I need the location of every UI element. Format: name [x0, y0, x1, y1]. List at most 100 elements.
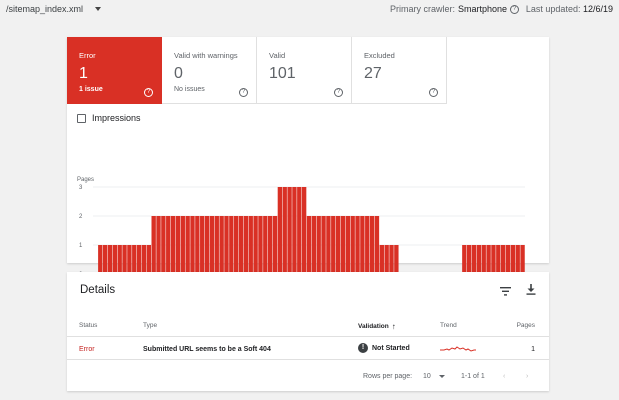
- bar: [292, 187, 297, 274]
- row-validation: ! Not Started: [358, 343, 410, 353]
- bar: [287, 187, 292, 274]
- y-tick-label: 3: [79, 185, 83, 191]
- rows-per-page-value: 10: [423, 373, 431, 380]
- help-icon[interactable]: ?: [144, 88, 153, 97]
- filter-icon[interactable]: [500, 283, 511, 301]
- bar: [224, 216, 229, 274]
- bar: [175, 216, 181, 274]
- bar: [355, 216, 360, 274]
- row-status: Error: [79, 346, 95, 353]
- bar: [486, 245, 491, 274]
- bar: [146, 245, 151, 274]
- bar: [297, 187, 302, 274]
- bar: [306, 216, 312, 274]
- coverage-card: Error 1 1 issue ? Valid with warnings 0 …: [67, 37, 549, 289]
- tile-label: Excluded: [364, 51, 395, 60]
- crawler-value: Smartphone: [457, 4, 507, 14]
- page-range: 1-1 of 1: [461, 373, 485, 380]
- bar: [107, 245, 113, 274]
- bar: [214, 216, 219, 274]
- tile-valid-with-warnings[interactable]: Valid with warnings 0 No issues ?: [162, 37, 257, 104]
- details-title: Details: [80, 284, 116, 296]
- bar: [136, 245, 142, 274]
- tile-excluded[interactable]: Excluded 27 ?: [352, 37, 447, 104]
- y-tick-label: 2: [79, 214, 83, 220]
- impressions-toggle[interactable]: Impressions: [77, 113, 141, 123]
- row-trend-sparkline: [440, 344, 476, 356]
- bar: [326, 216, 331, 274]
- primary-crawler: Primary crawler: Smartphone ?: [390, 4, 519, 14]
- help-icon[interactable]: ?: [239, 88, 248, 97]
- details-card: Details Status Type Validation ↑ Trend P…: [67, 272, 549, 391]
- bar: [272, 216, 278, 274]
- bar: [301, 187, 307, 274]
- rows-per-page-select[interactable]: 10: [423, 373, 445, 380]
- help-icon[interactable]: ?: [429, 88, 438, 97]
- arrow-up-icon: ↑: [391, 322, 396, 331]
- bar: [311, 216, 317, 274]
- bar: [263, 216, 268, 274]
- bar: [471, 245, 477, 274]
- bar: [462, 245, 467, 274]
- bar: [267, 216, 273, 274]
- bar: [345, 216, 351, 274]
- bar: [98, 245, 103, 274]
- bar: [238, 216, 244, 274]
- col-pages[interactable]: Pages: [516, 322, 535, 329]
- pages-bar-chart: Pages01239/9/199/20/1910/1/1910/12/1910/…: [77, 177, 533, 289]
- bar: [258, 216, 263, 274]
- chevron-down-icon: [95, 7, 102, 11]
- bar: [331, 216, 336, 274]
- tile-sub: 1 issue: [79, 86, 103, 93]
- bar: [234, 216, 239, 274]
- bar: [102, 245, 108, 274]
- bar: [369, 216, 375, 274]
- col-status[interactable]: Status: [79, 322, 98, 329]
- bar: [374, 216, 380, 274]
- sitemap-label: /sitemap_index.xml: [6, 4, 84, 14]
- bar: [505, 245, 511, 274]
- bar: [282, 187, 287, 274]
- bar: [335, 216, 341, 274]
- download-icon[interactable]: [526, 282, 536, 300]
- col-validation[interactable]: Validation ↑: [358, 322, 396, 331]
- bar: [117, 245, 122, 274]
- not-started-icon: !: [358, 343, 368, 353]
- updated-value: 12/6/19: [582, 4, 613, 14]
- bar: [112, 245, 118, 274]
- table-footer: Rows per page: 10 1-1 of 1 ‹ ›: [67, 368, 549, 386]
- col-type[interactable]: Type: [143, 322, 158, 329]
- tile-value: 1: [79, 65, 88, 82]
- status-tiles: Error 1 1 issue ? Valid with warnings 0 …: [67, 37, 447, 104]
- bar: [141, 245, 147, 274]
- tile-valid[interactable]: Valid 101 ?: [257, 37, 352, 104]
- row-pages: 1: [531, 346, 535, 353]
- bar: [151, 216, 156, 274]
- bar: [243, 216, 249, 274]
- col-validation-label: Validation: [358, 323, 389, 330]
- rows-per-page-label: Rows per page:: [363, 373, 413, 380]
- help-icon[interactable]: ?: [334, 88, 343, 97]
- bar: [156, 216, 161, 274]
- prev-page-icon[interactable]: ‹: [503, 373, 506, 380]
- sitemap-selector[interactable]: /sitemap_index.xml: [6, 4, 102, 14]
- bar: [219, 216, 224, 274]
- tile-error[interactable]: Error 1 1 issue ?: [67, 37, 162, 104]
- bar: [316, 216, 321, 274]
- col-trend: Trend: [440, 322, 457, 329]
- crawler-label: Primary crawler:: [389, 4, 455, 14]
- bar: [166, 216, 171, 274]
- row-validation-label: Not Started: [372, 344, 410, 352]
- impressions-checkbox[interactable]: [77, 113, 86, 123]
- bar: [248, 216, 253, 274]
- bar: [185, 216, 190, 274]
- bar: [253, 216, 258, 274]
- next-page-icon[interactable]: ›: [526, 373, 529, 380]
- bar: [379, 245, 384, 274]
- tile-value: 101: [269, 65, 296, 82]
- bar: [360, 216, 365, 274]
- bar: [496, 245, 501, 274]
- table-row[interactable]: Error Submitted URL seems to be a Soft 4…: [67, 338, 549, 360]
- bar: [209, 216, 215, 274]
- help-icon[interactable]: ?: [510, 4, 519, 14]
